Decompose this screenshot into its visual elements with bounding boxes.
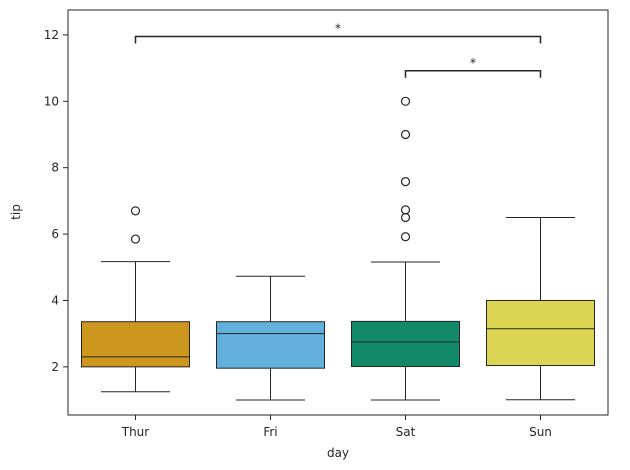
y-axis-label: tip [9, 204, 23, 220]
boxes-layer [81, 96, 595, 401]
box-thur [81, 206, 190, 393]
outlier-point-thur [130, 206, 141, 216]
outlier-point-sat [400, 205, 411, 215]
outlier-point-thur [130, 234, 141, 244]
x-tick-label-fri: Fri [263, 425, 277, 439]
significance-annotations: ** [134, 22, 542, 78]
box-fri [216, 275, 325, 401]
iqr-box-sat [351, 320, 460, 368]
iqr-box-sun [486, 299, 595, 367]
y-tick-label: 6 [51, 227, 59, 241]
outlier-point-sat [400, 232, 411, 242]
outlier-point-sat [400, 212, 411, 223]
x-tick-label-sun: Sun [529, 425, 552, 439]
x-tick-label-thur: Thur [121, 425, 150, 439]
x-tick-label-sat: Sat [396, 425, 416, 439]
outlier-point-sat [400, 96, 411, 106]
outlier-point-sat [400, 177, 411, 187]
x-axis: Thur Fri Sat Sun [121, 415, 552, 439]
iqr-box-thur [81, 321, 190, 368]
box-sat [351, 96, 460, 401]
significance-bracket: * [404, 56, 542, 78]
y-tick-label: 2 [51, 360, 59, 374]
box-sun [486, 216, 595, 401]
plot-frame [67, 9, 609, 416]
x-axis-label: day [327, 446, 349, 460]
y-tick-label: 4 [51, 293, 59, 307]
y-tick-label: 10 [44, 94, 59, 108]
iqr-box-fri [216, 321, 325, 369]
y-axis: 2 4 6 8 10 12 [44, 28, 68, 374]
significance-star: * [335, 22, 341, 36]
y-tick-label: 12 [44, 28, 59, 42]
bracket-line [134, 35, 542, 44]
significance-bracket: * [134, 22, 542, 44]
y-tick-label: 8 [51, 161, 59, 175]
significance-star: * [470, 56, 476, 70]
outlier-point-sat [400, 129, 411, 140]
bracket-line [404, 70, 542, 78]
